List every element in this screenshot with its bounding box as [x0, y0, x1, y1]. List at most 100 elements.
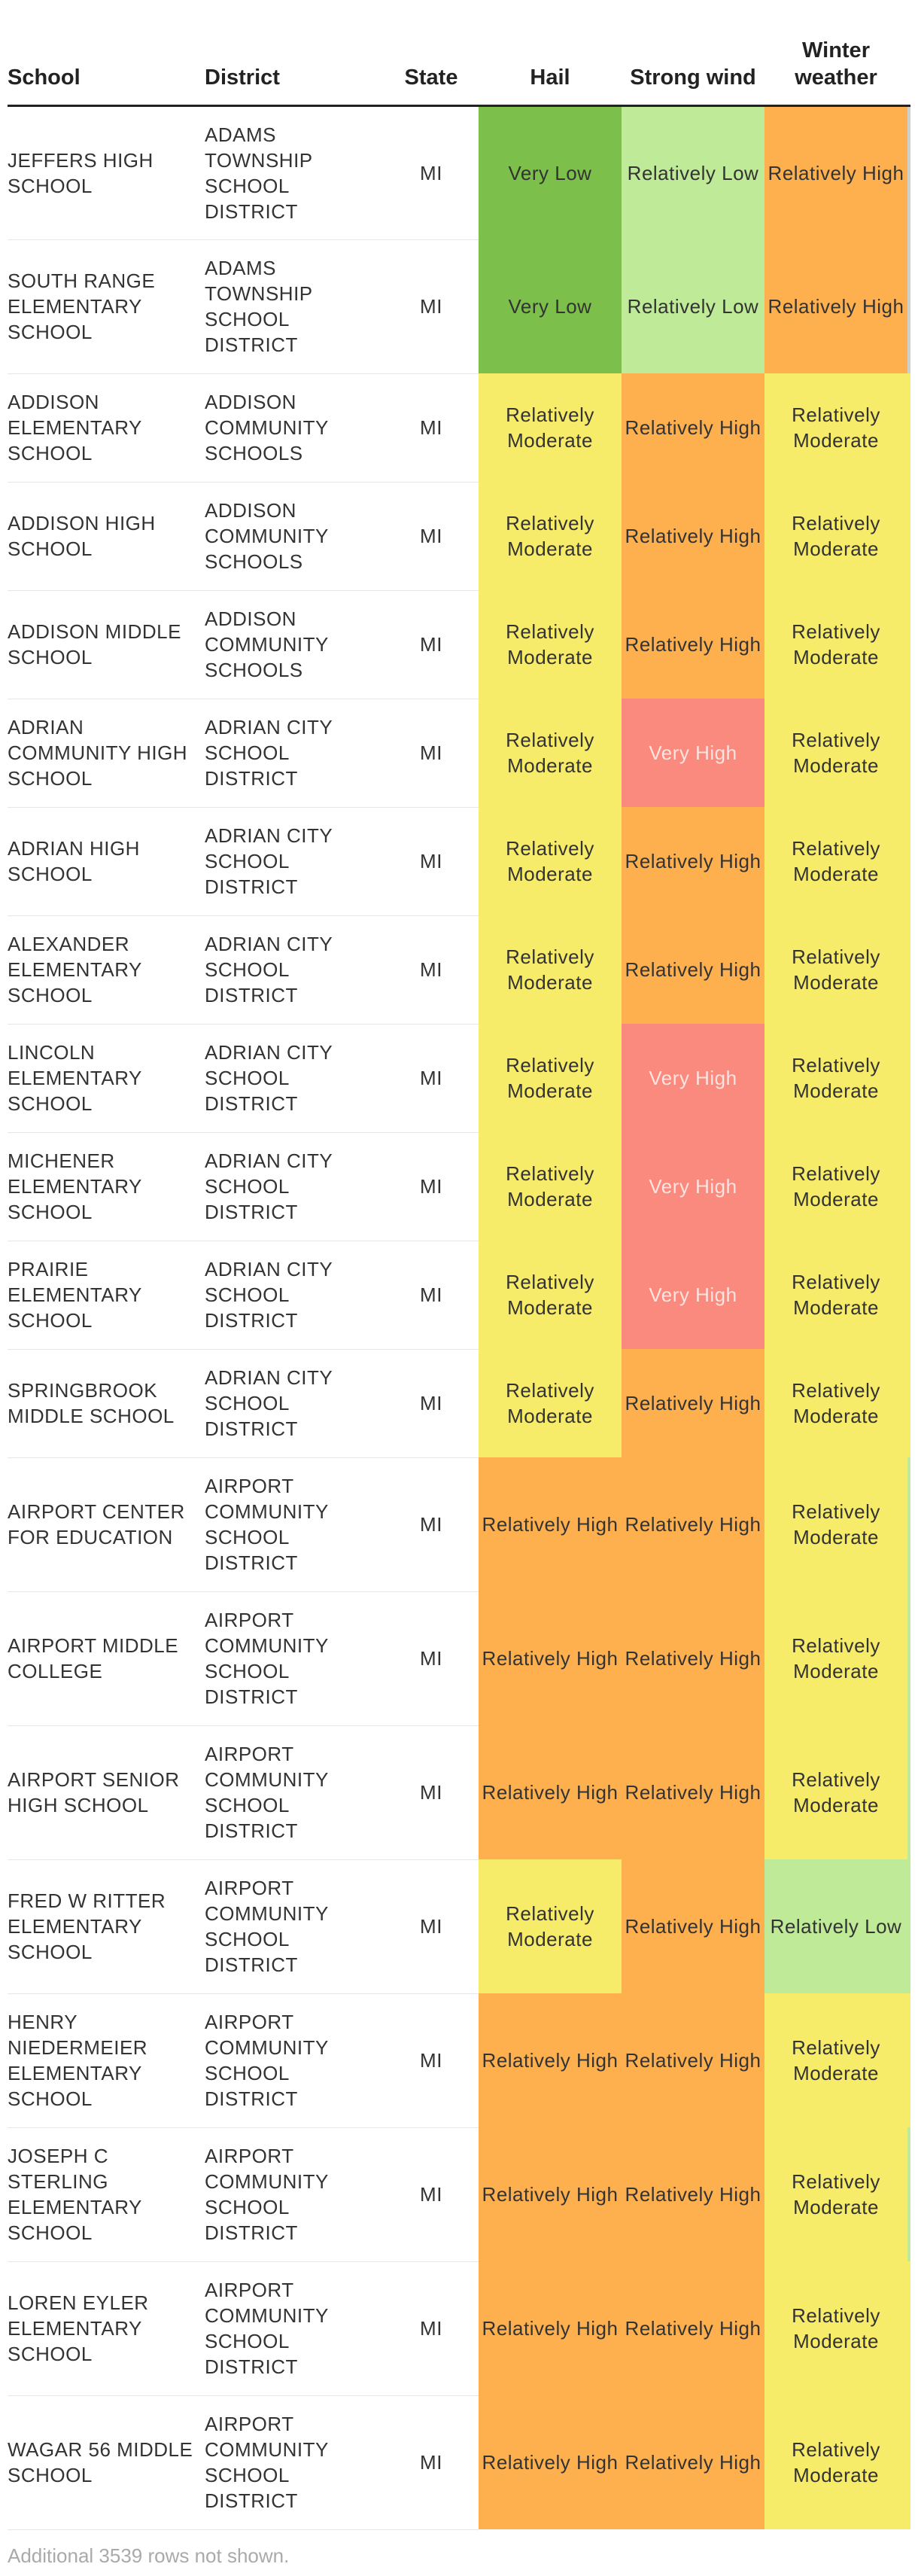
district-name-cell: AIRPORT COMMUNITY SCHOOL DISTRICT: [205, 1457, 384, 1592]
state-cell: MI: [384, 105, 479, 240]
winter-weather-risk-cell: Relatively Low: [764, 1859, 907, 1993]
strong-wind-risk-cell: Very High: [622, 1132, 764, 1241]
strong-wind-risk-cell: Very High: [622, 1024, 764, 1132]
strong-wind-risk-cell: Relatively High: [622, 1859, 764, 1993]
state-cell: MI: [384, 590, 479, 699]
district-name-cell: ADDISON COMMUNITY SCHOOLS: [205, 482, 384, 591]
table-row: JEFFERS HIGH SCHOOL ADAMS TOWNSHIP SCHOOL…: [8, 105, 910, 240]
district-name-cell: ADDISON COMMUNITY SCHOOLS: [205, 590, 384, 699]
district-name-cell: ADRIAN CITY SCHOOL DISTRICT: [205, 807, 384, 916]
strong-wind-risk-cell: Very High: [622, 1241, 764, 1349]
state-cell: MI: [384, 1241, 479, 1350]
hail-risk-cell: Relatively High: [479, 1457, 622, 1591]
school-name-cell: AIRPORT MIDDLE COLLEGE: [8, 1591, 205, 1726]
overflow-column-edge: [907, 2261, 910, 2395]
overflow-column-edge: [907, 590, 910, 699]
column-header-district[interactable]: District: [205, 0, 384, 107]
state-cell: MI: [384, 699, 479, 808]
hail-risk-cell: Relatively Moderate: [479, 807, 622, 915]
overflow-column-edge: [907, 1725, 910, 1859]
winter-weather-risk-cell: Relatively Moderate: [764, 2261, 907, 2395]
strong-wind-risk-cell: Relatively High: [622, 590, 764, 699]
strong-wind-risk-cell: Relatively Low: [622, 105, 764, 239]
column-header-hail[interactable]: Hail: [479, 0, 622, 107]
strong-wind-risk-cell: Relatively High: [622, 1349, 764, 1457]
winter-weather-risk-cell: Relatively Moderate: [764, 1457, 907, 1591]
district-name-cell: AIRPORT COMMUNITY SCHOOL DISTRICT: [205, 2395, 384, 2530]
school-name-cell: ADDISON ELEMENTARY SCHOOL: [8, 373, 205, 483]
winter-weather-risk-cell: Relatively Moderate: [764, 1725, 907, 1859]
overflow-column-edge: [907, 239, 910, 373]
state-cell: MI: [384, 1457, 479, 1592]
hail-risk-cell: Relatively Moderate: [479, 482, 622, 590]
rows-not-shown-note: Additional 3539 rows not shown.: [8, 2544, 290, 2567]
district-name-cell: AIRPORT COMMUNITY SCHOOL DISTRICT: [205, 1993, 384, 2128]
winter-weather-risk-cell: Relatively Moderate: [764, 807, 907, 915]
strong-wind-risk-cell: Very High: [622, 699, 764, 807]
table-row: ADDISON ELEMENTARY SCHOOL ADDISON COMMUNI…: [8, 373, 910, 483]
district-name-cell: ADRIAN CITY SCHOOL DISTRICT: [205, 1132, 384, 1241]
hail-risk-cell: Relatively High: [479, 1993, 622, 2127]
state-cell: MI: [384, 2127, 479, 2262]
overflow-column-edge: [907, 482, 910, 590]
table-row: MICHENER ELEMENTARY SCHOOL ADRIAN CITY SC…: [8, 1132, 910, 1241]
table-row: WAGAR 56 MIDDLE SCHOOL AIRPORT COMMUNITY …: [8, 2395, 910, 2530]
overflow-column-edge: [907, 1591, 910, 1725]
district-name-cell: ADRIAN CITY SCHOOL DISTRICT: [205, 1024, 384, 1133]
column-header-state[interactable]: State: [384, 0, 479, 107]
winter-weather-risk-cell: Relatively Moderate: [764, 1993, 907, 2127]
hail-risk-cell: Relatively Moderate: [479, 699, 622, 807]
school-name-cell: MICHENER ELEMENTARY SCHOOL: [8, 1132, 205, 1241]
school-name-cell: FRED W RITTER ELEMENTARY SCHOOL: [8, 1859, 205, 1994]
strong-wind-risk-cell: Relatively High: [622, 807, 764, 915]
district-name-cell: ADAMS TOWNSHIP SCHOOL DISTRICT: [205, 239, 384, 374]
overflow-column-edge: [907, 1349, 910, 1457]
table-row: ADRIAN COMMUNITY HIGH SCHOOL ADRIAN CITY …: [8, 699, 910, 808]
table-row: HENRY NIEDERMEIER ELEMENTARY SCHOOL AIRPO…: [8, 1993, 910, 2128]
table-row: SPRINGBROOK MIDDLE SCHOOL ADRIAN CITY SCH…: [8, 1349, 910, 1458]
column-header-winter-weather[interactable]: Winter weather: [764, 0, 907, 107]
state-cell: MI: [384, 1993, 479, 2128]
school-name-cell: ADDISON MIDDLE SCHOOL: [8, 590, 205, 699]
column-header-strong-wind[interactable]: Strong wind: [622, 0, 764, 107]
hail-risk-cell: Relatively Moderate: [479, 1132, 622, 1241]
column-header-school[interactable]: School: [8, 0, 205, 107]
table-row: SOUTH RANGE ELEMENTARY SCHOOL ADAMS TOWNS…: [8, 239, 910, 374]
hail-risk-cell: Very Low: [479, 239, 622, 373]
table-row: LINCOLN ELEMENTARY SCHOOL ADRIAN CITY SCH…: [8, 1024, 910, 1133]
strong-wind-risk-cell: Relatively High: [622, 1457, 764, 1591]
column-header-overflow: [907, 0, 910, 107]
winter-weather-risk-cell: Relatively Moderate: [764, 1349, 907, 1457]
state-cell: MI: [384, 807, 479, 916]
table-row: JOSEPH C STERLING ELEMENTARY SCHOOL AIRPO…: [8, 2127, 910, 2262]
table-row: ADDISON MIDDLE SCHOOL ADDISON COMMUNITY S…: [8, 590, 910, 699]
district-name-cell: ADRIAN CITY SCHOOL DISTRICT: [205, 699, 384, 808]
school-name-cell: PRAIRIE ELEMENTARY SCHOOL: [8, 1241, 205, 1350]
strong-wind-risk-cell: Relatively High: [622, 1993, 764, 2127]
school-name-cell: AIRPORT SENIOR HIGH SCHOOL: [8, 1725, 205, 1860]
overflow-column-edge: [907, 1241, 910, 1349]
hail-risk-cell: Relatively High: [479, 2395, 622, 2529]
district-name-cell: AIRPORT COMMUNITY SCHOOL DISTRICT: [205, 2127, 384, 2262]
school-name-cell: HENRY NIEDERMEIER ELEMENTARY SCHOOL: [8, 1993, 205, 2128]
winter-weather-risk-cell: Relatively Moderate: [764, 482, 907, 590]
state-cell: MI: [384, 1132, 479, 1241]
school-name-cell: ADRIAN COMMUNITY HIGH SCHOOL: [8, 699, 205, 808]
overflow-column-edge: [907, 915, 910, 1024]
hail-risk-cell: Relatively Moderate: [479, 1241, 622, 1349]
state-cell: MI: [384, 915, 479, 1025]
school-name-cell: JEFFERS HIGH SCHOOL: [8, 105, 205, 240]
district-name-cell: ADDISON COMMUNITY SCHOOLS: [205, 373, 384, 483]
state-cell: MI: [384, 482, 479, 591]
table-body: JEFFERS HIGH SCHOOL ADAMS TOWNSHIP SCHOOL…: [8, 105, 910, 2530]
state-cell: MI: [384, 1591, 479, 1726]
table-row: ADRIAN HIGH SCHOOL ADRIAN CITY SCHOOL DIS…: [8, 807, 910, 916]
hail-risk-cell: Relatively High: [479, 1725, 622, 1859]
school-name-cell: LINCOLN ELEMENTARY SCHOOL: [8, 1024, 205, 1133]
school-name-cell: WAGAR 56 MIDDLE SCHOOL: [8, 2395, 205, 2530]
district-name-cell: AIRPORT COMMUNITY SCHOOL DISTRICT: [205, 1591, 384, 1726]
strong-wind-risk-cell: Relatively Low: [622, 239, 764, 373]
state-cell: MI: [384, 1024, 479, 1133]
table-row: ADDISON HIGH SCHOOL ADDISON COMMUNITY SCH…: [8, 482, 910, 591]
winter-weather-risk-cell: Relatively Moderate: [764, 2127, 907, 2261]
